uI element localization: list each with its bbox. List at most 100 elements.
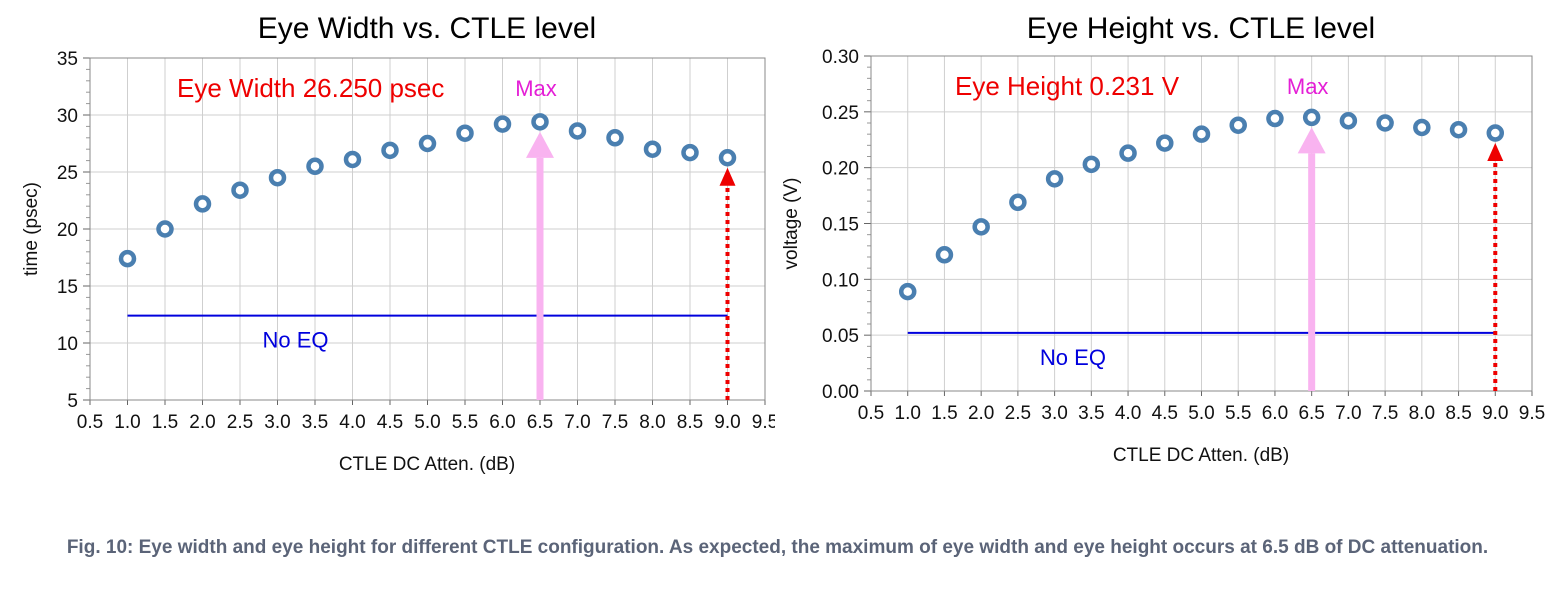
y-tick-label: 0.30 — [822, 47, 859, 68]
x-tick-label: 5.0 — [1188, 403, 1214, 424]
y-tick-label: 0.15 — [822, 215, 859, 236]
data-point — [1449, 120, 1468, 139]
data-point — [306, 157, 324, 176]
x-tick-label: 1.5 — [931, 403, 957, 424]
y-axis-label: time (psec) — [21, 182, 42, 276]
x-tick-label: 7.0 — [564, 412, 590, 433]
max-arrowhead — [526, 131, 554, 158]
y-tick-label: 5 — [67, 391, 78, 412]
x-tick-label: 3.5 — [302, 412, 328, 433]
data-point — [493, 115, 512, 133]
x-tick-label: 0.5 — [858, 403, 884, 424]
data-point — [531, 113, 549, 131]
data-point — [1266, 109, 1284, 128]
data-point — [381, 141, 399, 160]
data-point — [606, 129, 624, 147]
y-tick-label: 20 — [57, 220, 78, 241]
x-tick-label: 2.0 — [189, 412, 215, 433]
y-tick-label: 0.25 — [822, 103, 859, 124]
data-point — [118, 249, 137, 268]
plot-frame — [89, 57, 766, 401]
x-tick-label: 2.0 — [968, 403, 994, 424]
data-point — [1009, 193, 1027, 212]
x-tick-label: 1.0 — [895, 403, 921, 424]
data-point — [1229, 116, 1247, 134]
y-tick-label: 0.20 — [822, 159, 859, 180]
x-tick-label: 9.5 — [752, 412, 775, 433]
x-tick-label: 4.5 — [1152, 403, 1178, 424]
data-point — [193, 195, 212, 213]
eye-height-chart: 0.5 1.0 1.5 2.0 2.5 3.0 3.5 4.0 4.5 5.0 5.5 6.0 6.5 7… — [781, 12, 1545, 466]
x-tick-label: 8.0 — [639, 412, 665, 433]
y-tick-label: 0.10 — [822, 270, 859, 291]
x-tick-label: 8.5 — [677, 412, 703, 433]
data-point — [718, 149, 737, 167]
data-point — [1156, 134, 1174, 152]
x-tick-label: 3.0 — [264, 412, 290, 433]
y-tick-label: 10 — [57, 334, 78, 355]
x-tick-label: 1.0 — [114, 412, 140, 433]
max-label: Max — [515, 76, 557, 101]
y-tick-label: 25 — [57, 163, 78, 184]
no-eq-label: No EQ — [263, 328, 329, 353]
x-tick-label: 4.0 — [1115, 403, 1141, 424]
y-tick-label: 30 — [57, 106, 78, 127]
chart-title: Eye Width vs. CTLE level — [258, 12, 596, 45]
y-tick-label: 15 — [57, 277, 78, 298]
data-point — [1082, 155, 1101, 174]
x-tick-label: 7.5 — [602, 412, 628, 433]
x-axis-label: CTLE DC Atten. (dB) — [339, 454, 515, 475]
data-point — [456, 124, 474, 142]
x-tick-label: 3.5 — [1078, 403, 1104, 424]
x-tick-label: 6.5 — [527, 412, 553, 433]
data-point — [1119, 144, 1137, 162]
plot-frame — [870, 55, 1533, 392]
x-tick-label: 6.0 — [489, 412, 515, 433]
y-tick-label: 35 — [57, 49, 78, 70]
eye-width-chart: 0.5 1.0 1.5 2.0 2.5 3.0 3.5 4.0 4.5 5.0 5.5 6.0 6.5 7… — [21, 12, 775, 475]
x-tick-label: 1.5 — [152, 412, 178, 433]
data-point — [1302, 108, 1321, 127]
x-tick-label: 6.0 — [1262, 403, 1288, 424]
data-point — [1486, 124, 1505, 142]
data-point — [231, 181, 249, 199]
data-point — [935, 246, 954, 264]
data-point — [568, 122, 587, 140]
x-tick-label: 4.0 — [339, 412, 365, 433]
x-axis-label: CTLE DC Atten. (dB) — [1113, 445, 1289, 466]
x-tick-label: 4.5 — [377, 412, 403, 433]
max-arrowhead — [1297, 127, 1326, 154]
data-point — [1192, 125, 1211, 143]
x-tick-label: 9.5 — [1519, 403, 1545, 424]
y-tick-label: 0.00 — [822, 382, 859, 403]
x-tick-label: 5.0 — [414, 412, 440, 433]
x-tick-label: 8.5 — [1445, 403, 1471, 424]
data-point — [898, 282, 917, 301]
max-label: Max — [1287, 74, 1329, 99]
x-tick-label: 7.5 — [1372, 403, 1398, 424]
x-tick-label: 3.0 — [1041, 403, 1067, 424]
data-point — [343, 150, 362, 169]
x-tick-label: 2.5 — [227, 412, 253, 433]
data-point — [1045, 170, 1064, 188]
data-point — [1413, 118, 1431, 137]
data-point — [681, 143, 699, 162]
x-tick-label: 5.5 — [1225, 403, 1251, 424]
chart-title: Eye Height vs. CTLE level — [1027, 12, 1375, 45]
data-point — [268, 168, 287, 187]
x-tick-label: 8.0 — [1409, 403, 1435, 424]
value-arrowhead — [1487, 143, 1504, 162]
no-eq-label: No EQ — [1040, 345, 1106, 370]
y-tick-label: 0.05 — [822, 326, 859, 347]
figure-caption: Fig. 10: Eye width and eye height for di… — [66, 537, 1489, 558]
data-point — [643, 140, 662, 158]
value-arrowhead — [719, 167, 736, 186]
x-tick-label: 2.5 — [1005, 403, 1031, 424]
data-point — [1376, 114, 1394, 132]
x-tick-label: 7.0 — [1335, 403, 1361, 424]
x-tick-label: 9.0 — [1482, 403, 1508, 424]
value-annotation: Eye Width 26.250 psec — [177, 73, 444, 103]
value-annotation: Eye Height 0.231 V — [955, 71, 1180, 101]
data-point — [972, 218, 990, 236]
x-tick-label: 5.5 — [452, 412, 478, 433]
